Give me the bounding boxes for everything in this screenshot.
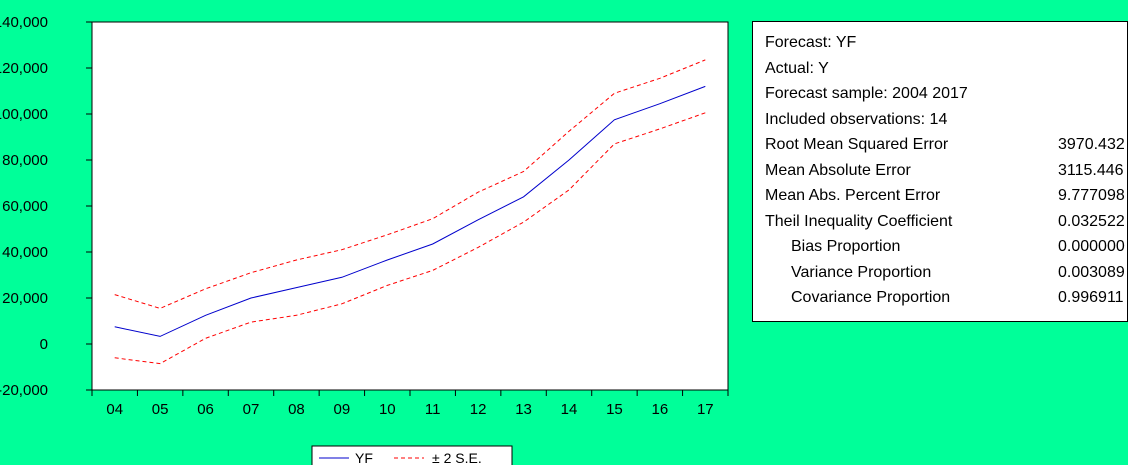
x-tick-label: 17 bbox=[697, 401, 714, 418]
stat-name: Actual: Y bbox=[765, 59, 829, 77]
x-tick-label: 14 bbox=[561, 401, 578, 418]
stat-row: Forecast: YF bbox=[765, 30, 1127, 56]
stat-name: Theil Inequality Coefficient bbox=[765, 212, 953, 230]
series-layer bbox=[114, 59, 706, 365]
stat-row: Variance Proportion 0.003089 bbox=[765, 260, 1127, 286]
x-tick-label: 10 bbox=[379, 401, 396, 418]
y-tick-label: 0 bbox=[40, 336, 48, 353]
stat-value: 3970.432 bbox=[1058, 136, 1125, 153]
y-tick-label: -20,000 bbox=[0, 382, 48, 399]
x-tick-label: 11 bbox=[425, 401, 441, 418]
stat-row: Root Mean Squared Error 3970.432 bbox=[765, 132, 1127, 158]
stat-name: Forecast: YF bbox=[765, 34, 857, 51]
stat-name: Mean Absolute Error bbox=[765, 161, 911, 179]
y-tick-label: 60,000 bbox=[2, 198, 48, 215]
y-axis: -20,000 0 20,000 40,000 60,000 80,000 100,000 1… bbox=[0, 14, 92, 399]
x-tick-label: 06 bbox=[197, 401, 214, 418]
y-tick-label: 20,000 bbox=[2, 290, 48, 307]
stat-value: 9.777098 bbox=[1058, 187, 1125, 204]
legend: YF ± 2 S.E. bbox=[311, 445, 513, 465]
lower-se-line bbox=[114, 112, 706, 365]
y-tick-label: 140,000 bbox=[0, 14, 48, 31]
stat-row: Mean Absolute Error 3115.446 bbox=[765, 158, 1127, 184]
forecast-statistics-box: Forecast: YF Actual: Y Forecast sample: 20… bbox=[752, 21, 1128, 322]
yf-line bbox=[114, 85, 706, 337]
stat-row: Forecast sample: 2004 2017 bbox=[765, 81, 1127, 107]
y-tick-label: 80,000 bbox=[2, 152, 48, 169]
x-tick-label: 05 bbox=[152, 401, 169, 418]
legend-label-yf: YF bbox=[355, 450, 373, 465]
x-tick-label: 09 bbox=[334, 401, 351, 418]
stat-name: Included observations: 14 bbox=[765, 110, 948, 128]
plot-area bbox=[91, 21, 729, 391]
stat-name: Root Mean Squared Error bbox=[765, 136, 949, 153]
y-tick-label: 120,000 bbox=[0, 60, 48, 77]
x-tick-label: 15 bbox=[606, 401, 623, 418]
stat-row: Included observations: 14 bbox=[765, 107, 1127, 133]
stat-value: 0.003089 bbox=[1058, 263, 1125, 281]
legend-box bbox=[311, 445, 513, 465]
stat-value: 0.996911 bbox=[1058, 289, 1124, 306]
stat-name: Bias Proportion bbox=[791, 238, 901, 255]
stat-name: Variance Proportion bbox=[791, 263, 932, 281]
x-axis: 04 05 06 07 08 09 10 11 12 13 14 15 16 17 bbox=[91, 390, 729, 418]
stat-name: Covariance Proportion bbox=[791, 289, 951, 306]
stat-name: Mean Abs. Percent Error bbox=[765, 187, 941, 204]
x-tick-label: 16 bbox=[652, 401, 669, 418]
stat-row: Mean Abs. Percent Error 9.777098 bbox=[765, 183, 1127, 209]
stat-name: Forecast sample: 2004 2017 bbox=[765, 85, 968, 102]
stat-row: Actual: Y bbox=[765, 56, 1127, 82]
stat-row: Theil Inequality Coefficient 0.032522 bbox=[765, 209, 1127, 235]
y-tick-label: 40,000 bbox=[2, 244, 48, 261]
stat-value: 0.032522 bbox=[1058, 212, 1125, 230]
x-tick-label: 12 bbox=[470, 401, 487, 418]
x-tick-label: 13 bbox=[515, 401, 532, 418]
y-tick-label: 100,000 bbox=[0, 106, 48, 123]
stat-row: Covariance Proportion 0.996911 bbox=[765, 285, 1127, 311]
x-tick-label: 08 bbox=[288, 401, 305, 418]
stat-value: 3115.446 bbox=[1058, 161, 1124, 179]
upper-se-line bbox=[114, 59, 706, 309]
x-tick-label: 04 bbox=[106, 401, 123, 418]
legend-label-se: ± 2 S.E. bbox=[432, 450, 482, 465]
stat-value: 0.000000 bbox=[1058, 238, 1125, 255]
x-tick-label: 07 bbox=[243, 401, 260, 418]
stat-row: Bias Proportion 0.000000 bbox=[765, 234, 1127, 260]
